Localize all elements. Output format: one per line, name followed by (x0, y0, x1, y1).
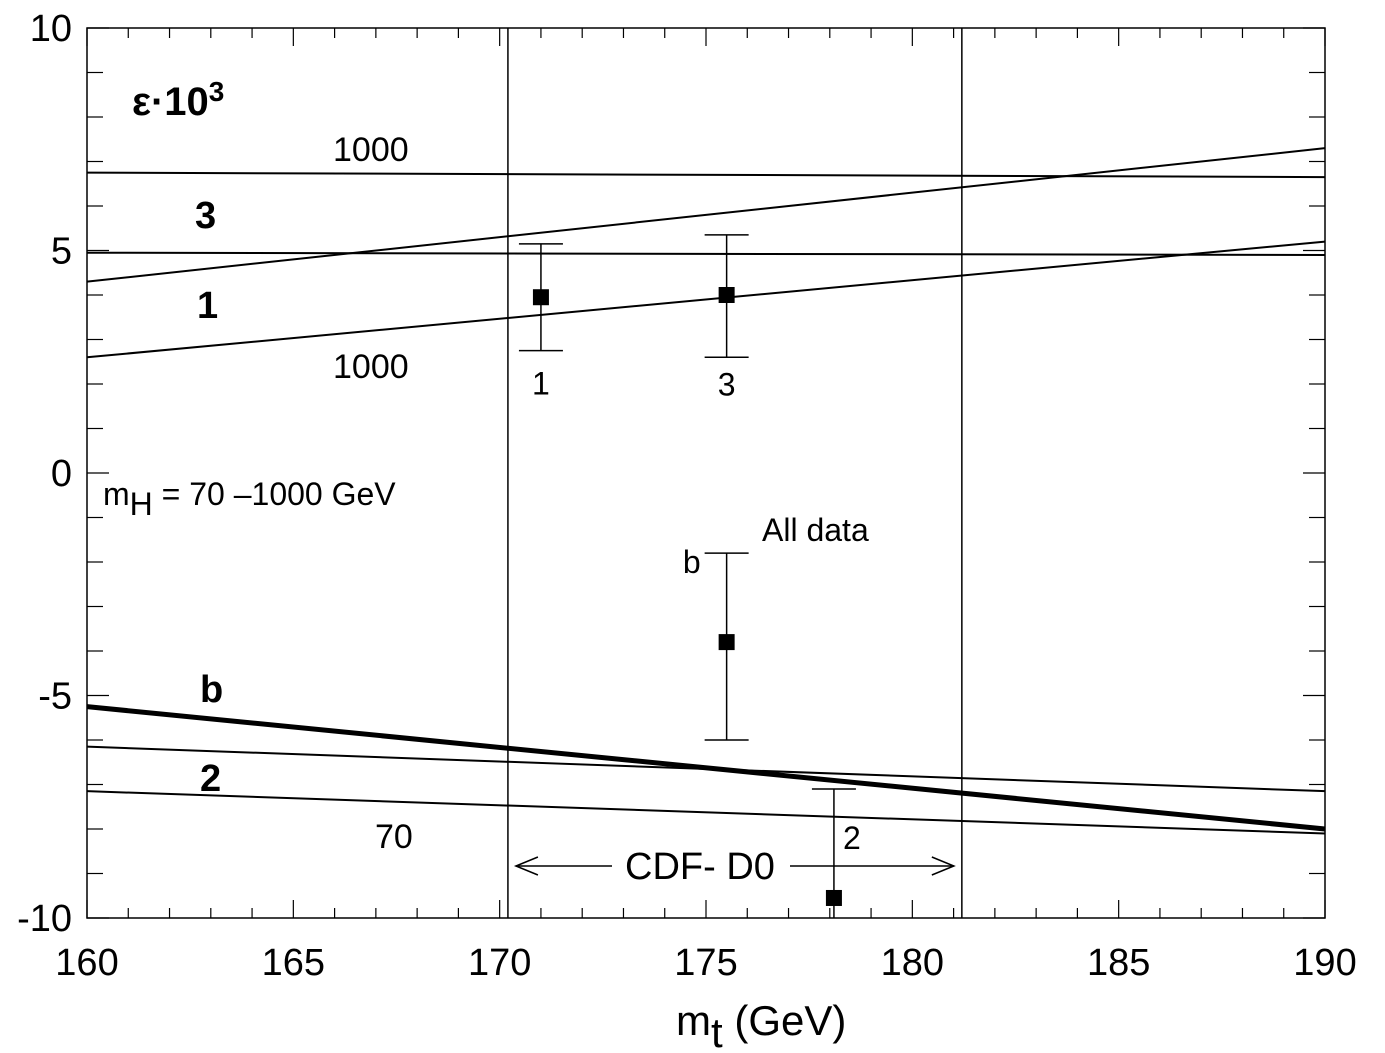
x-tick-label: 190 (1293, 942, 1356, 984)
x-axis-title: mt (GeV) (676, 997, 846, 1053)
line-label-1000-bottom: 1000 (333, 348, 409, 386)
x-tick-label: 185 (1087, 942, 1150, 984)
x-axis-title-main: m (676, 997, 711, 1044)
series-line-2 (86, 745, 1326, 793)
minor-ticks (86, 27, 1326, 919)
x-axis-title-sub: t (711, 1009, 723, 1053)
series-line-1 (86, 251, 1326, 256)
x-tick-label: 170 (468, 942, 531, 984)
series-line-b (86, 704, 1326, 832)
series-line-1 (86, 240, 1326, 359)
band-arrow-right-head (931, 856, 956, 876)
mh-range-prefix: m (103, 476, 130, 512)
y-tick-label: 10 (30, 8, 72, 50)
data-points: 1 3 b 2 (518, 234, 861, 918)
x-tick-label: 165 (262, 942, 325, 984)
data-point-b (718, 634, 735, 651)
line-label-3: 3 (195, 195, 216, 237)
line-label-70: 70 (375, 818, 413, 856)
series-lines (86, 147, 1326, 835)
series-line-3 (86, 147, 1326, 283)
point-label-1: 1 (532, 366, 550, 402)
y-tick-label: -5 (38, 676, 72, 718)
point-label-b: b (683, 544, 701, 580)
cdf-d0-label: CDF- D0 (625, 846, 775, 888)
line-label-b: b (200, 669, 223, 711)
y-tick-label: -10 (17, 898, 72, 940)
data-point-1 (532, 289, 549, 306)
x-axis-title-unit: (GeV) (723, 997, 847, 1044)
band-arrow-left-head (513, 856, 539, 876)
mh-range-label: mH = 70 –1000 GeV (103, 476, 396, 522)
cdf-d0-band-lines (507, 28, 963, 918)
data-point-3 (718, 287, 735, 303)
y-axis-title-sup: 3 (209, 76, 225, 107)
series-line-2 (86, 790, 1326, 835)
y-axis-title-main: ε·10 (132, 80, 209, 124)
data-point-2 (825, 889, 842, 906)
point-label-3: 3 (718, 366, 736, 402)
line-label-1: 1 (197, 285, 218, 327)
y-tick-label: 0 (51, 453, 72, 495)
y-axis-title: ε·103 (132, 76, 224, 124)
line-label-2: 2 (200, 758, 221, 800)
all-data-label: All data (762, 512, 869, 548)
x-tick-label: 175 (674, 942, 737, 984)
line-label-1000-top: 1000 (333, 131, 409, 169)
series-line-3 (86, 171, 1326, 179)
y-tick-label: 5 (51, 231, 72, 273)
x-tick-label: 160 (55, 942, 118, 984)
x-tick-label: 180 (881, 942, 944, 984)
point-label-2: 2 (843, 820, 861, 856)
mh-range-rest: = 70 –1000 GeV (153, 476, 397, 512)
mh-range-sub: H (130, 486, 153, 522)
